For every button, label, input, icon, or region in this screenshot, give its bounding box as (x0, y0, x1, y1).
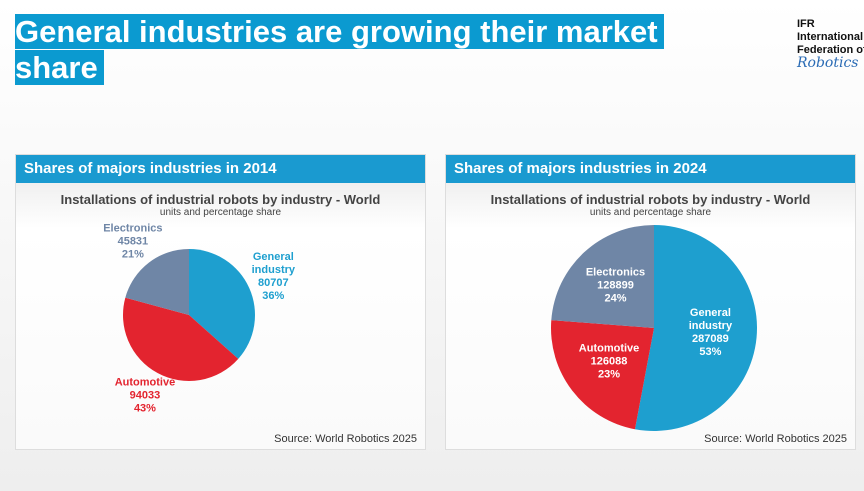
chart-subtitle: Installations of industrial robots by in… (490, 192, 811, 207)
slide-title-text: General industries are growing their mar… (15, 14, 664, 85)
pie-slice (189, 249, 255, 359)
panel-title: Shares of majors industries in 2024 (446, 155, 855, 183)
label-percent: 23% (598, 368, 621, 381)
data-label: Automotive 126088 23% (578, 343, 640, 382)
label-category: Automotive (114, 376, 176, 389)
label-category: Electronics (103, 222, 163, 235)
source-note: Source: World Robotics 2025 (704, 433, 847, 445)
units-note: units and percentage share (589, 207, 712, 218)
label-category: General industry (251, 251, 296, 277)
logo-line: International (797, 31, 864, 43)
logo-line: Robotics (797, 55, 859, 71)
pie-slice (634, 225, 758, 431)
logo-line: Federation of (797, 44, 864, 56)
chart-panel: Shares of majors industries in 2014 Insta… (15, 154, 426, 450)
label-value: 94033 (129, 389, 161, 402)
label-percent: 36% (262, 290, 285, 303)
logo-line: IFR (797, 18, 815, 30)
label-percent: 24% (604, 292, 627, 305)
label-value: 128899 (597, 279, 634, 292)
label-percent: 21% (121, 248, 144, 261)
label-category: Automotive (578, 342, 640, 355)
pie-slice (551, 225, 654, 328)
data-label: Automotive 94033 43% (114, 377, 176, 416)
data-label: Electronics 128899 24% (585, 267, 647, 306)
slide-title: General industries are growing their mar… (15, 14, 705, 86)
pie-slice (125, 249, 189, 315)
data-label: General industry 80707 36% (242, 251, 304, 303)
label-category: Electronics (585, 266, 646, 279)
label-percent: 43% (133, 402, 156, 415)
label-percent: 53% (699, 346, 722, 359)
pie-slice (122, 297, 239, 381)
label-value: 45831 (117, 235, 149, 248)
source-note: Source: World Robotics 2025 (274, 433, 417, 445)
units-note: units and percentage share (159, 207, 282, 218)
label-value: 80707 (258, 277, 289, 290)
label-value: 126088 (590, 355, 628, 368)
pie-slice (551, 320, 654, 430)
chart-panel: Shares of majors industries in 2024 Insta… (445, 154, 856, 450)
label-value: 287089 (692, 333, 729, 346)
data-label: Electronics 45831 21% (102, 222, 164, 261)
logo: IFR International Federation of Robotics (797, 18, 864, 70)
pie-chart (551, 225, 758, 431)
label-category: General industry (688, 307, 733, 333)
pie-chart (122, 249, 255, 381)
chart-subtitle: Installations of industrial robots by in… (60, 192, 381, 207)
panel-title: Shares of majors industries in 2014 (16, 155, 425, 183)
data-label: General industry 287089 53% (679, 307, 741, 359)
